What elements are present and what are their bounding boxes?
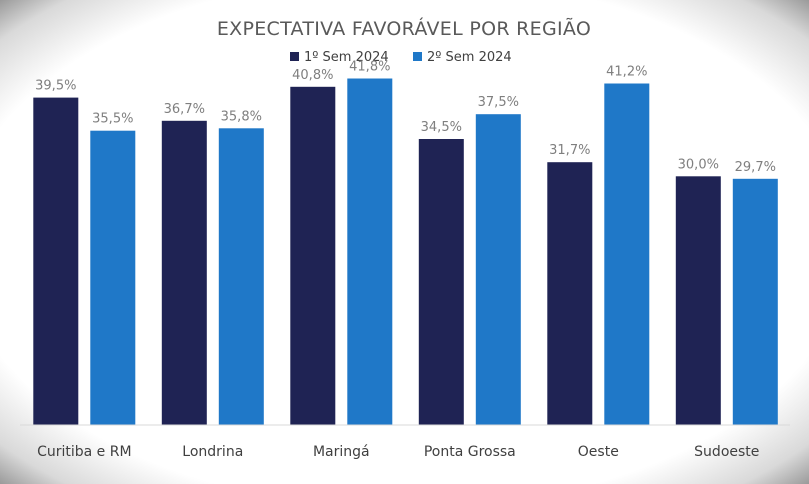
bar-series-2-3 bbox=[475, 114, 521, 425]
data-label-series-2-1: 35,8% bbox=[221, 109, 262, 124]
bar-series-2-0 bbox=[90, 130, 136, 425]
legend: 1º Sem 2024 2º Sem 2024 bbox=[290, 50, 512, 65]
data-label-series-1-1: 36,7% bbox=[164, 102, 205, 117]
data-label-series-1-5: 30,0% bbox=[678, 157, 719, 172]
legend-swatch-series-1 bbox=[290, 52, 299, 61]
category-label-3: Ponta Grossa bbox=[424, 444, 516, 460]
legend-swatch-series-2 bbox=[413, 52, 422, 61]
bar-series-1-1 bbox=[161, 120, 207, 426]
category-label-0: Curitiba e RM bbox=[37, 444, 131, 460]
legend-label-series-1: 1º Sem 2024 bbox=[304, 50, 389, 65]
data-label-series-1-2: 40,8% bbox=[292, 68, 333, 83]
bar-series-1-2 bbox=[290, 86, 336, 426]
bar-series-2-4 bbox=[604, 83, 650, 425]
value-labels-group: 39,5% 35,5% 36,7% 35,8% 40,8% 41,8% 34,5% 37,5%… bbox=[35, 60, 776, 175]
bar-series-1-3 bbox=[418, 139, 464, 425]
data-label-series-2-3: 37,5% bbox=[478, 95, 519, 110]
category-label-2: Maringá bbox=[313, 444, 370, 460]
bar-series-1-4 bbox=[547, 162, 593, 425]
data-label-series-2-5: 29,7% bbox=[735, 160, 776, 175]
data-label-series-2-4: 41,2% bbox=[606, 65, 647, 80]
bars-group bbox=[33, 78, 778, 426]
bar-series-2-5 bbox=[732, 178, 778, 425]
bar-series-2-2 bbox=[347, 78, 393, 425]
chart-title: EXPECTATIVA FAVORÁVEL POR REGIÃO bbox=[217, 17, 591, 40]
legend-label-series-2: 2º Sem 2024 bbox=[427, 50, 512, 65]
bar-series-1-0 bbox=[33, 97, 79, 425]
category-labels-group: Curitiba e RM Londrina Maringá Ponta Grossa… bbox=[37, 444, 759, 460]
data-label-series-1-0: 39,5% bbox=[35, 79, 76, 94]
data-label-series-2-2: 41,8% bbox=[349, 60, 390, 75]
data-label-series-1-3: 34,5% bbox=[421, 120, 462, 135]
bar-series-1-5 bbox=[675, 176, 721, 425]
category-label-5: Sudoeste bbox=[694, 444, 759, 460]
category-label-1: Londrina bbox=[182, 444, 243, 460]
data-label-series-1-4: 31,7% bbox=[549, 143, 590, 158]
data-label-series-2-0: 35,5% bbox=[92, 112, 133, 127]
bar-series-2-1 bbox=[218, 128, 264, 426]
category-label-4: Oeste bbox=[578, 444, 619, 460]
